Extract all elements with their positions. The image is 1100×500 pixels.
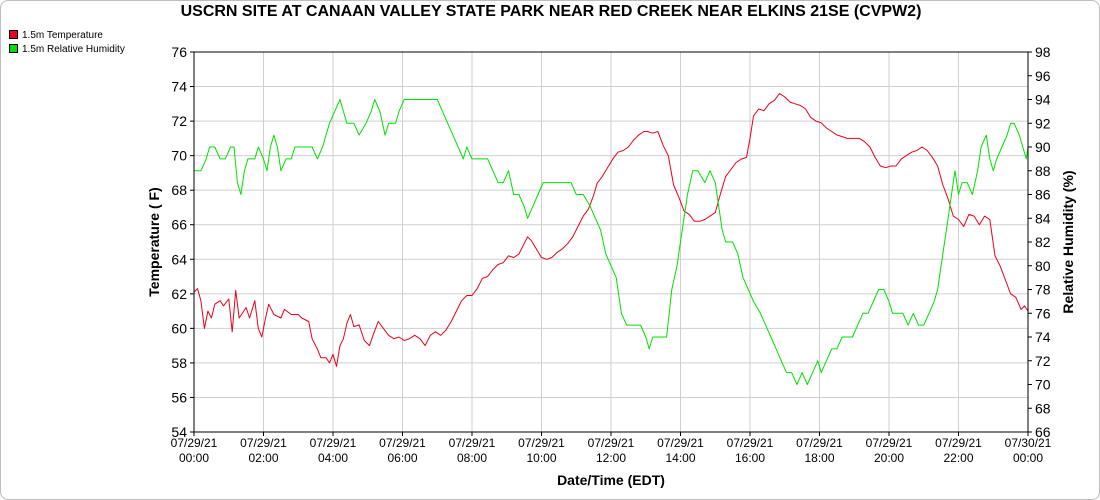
legend-item-temperature: 1.5m Temperature (9, 29, 125, 43)
legend-swatch-temperature (9, 29, 18, 39)
y-left-tick-label: 54 (171, 424, 187, 440)
y-right-tick-label: 92 (1035, 115, 1051, 131)
y-left-tick-label: 58 (171, 355, 187, 371)
y-right-tick-label: 88 (1035, 163, 1051, 179)
legend-label-temperature: 1.5m Temperature (22, 30, 103, 41)
x-tick-time: 20:00 (874, 451, 904, 465)
x-tick-time: 00:00 (1013, 451, 1043, 465)
x-tick-date: 07/29/21 (310, 436, 357, 450)
y-right-tick-label: 84 (1035, 210, 1051, 226)
axes: 07/29/2100:0007/29/2102:0007/29/2104:000… (171, 44, 1052, 465)
x-tick-time: 00:00 (179, 451, 209, 465)
legend-item-humidity: 1.5m Relative Humidity (9, 43, 125, 57)
y-right-tick-label: 94 (1035, 92, 1051, 108)
x-tick-time: 02:00 (248, 451, 278, 465)
x-tick-date: 07/29/21 (379, 436, 426, 450)
y-right-tick-label: 90 (1035, 139, 1051, 155)
x-tick-time: 06:00 (387, 451, 417, 465)
x-tick-time: 16:00 (735, 451, 765, 465)
y-right-tick-label: 98 (1035, 44, 1051, 60)
x-tick-date: 07/29/21 (449, 436, 496, 450)
y-left-tick-label: 60 (171, 320, 187, 336)
legend-label-humidity: 1.5m Relative Humidity (22, 44, 125, 55)
series-line-humidity (194, 99, 1029, 385)
gridlines (194, 52, 1028, 432)
y-right-tick-label: 68 (1035, 400, 1051, 416)
y-right-tick-label: 96 (1035, 68, 1051, 84)
y-axis-right-label: Relative Humidity (%) (1060, 170, 1076, 313)
y-left-tick-label: 72 (171, 113, 187, 129)
x-tick-date: 07/30/21 (1005, 436, 1052, 450)
y-right-tick-label: 86 (1035, 187, 1051, 203)
y-right-tick-label: 70 (1035, 377, 1051, 393)
x-tick-date: 07/29/21 (240, 436, 287, 450)
x-tick-date: 07/29/21 (866, 436, 913, 450)
y-right-tick-label: 66 (1035, 424, 1051, 440)
x-tick-date: 07/29/21 (518, 436, 565, 450)
y-right-tick-label: 72 (1035, 353, 1051, 369)
y-left-tick-label: 74 (171, 79, 187, 95)
y-left-tick-label: 62 (171, 286, 187, 302)
y-left-tick-label: 70 (171, 148, 187, 164)
y-right-tick-label: 76 (1035, 305, 1051, 321)
series-line-temperature (193, 93, 1029, 367)
x-tick-time: 18:00 (804, 451, 834, 465)
x-tick-time: 22:00 (943, 451, 973, 465)
y-left-tick-label: 56 (171, 389, 187, 405)
x-tick-time: 10:00 (526, 451, 556, 465)
y-left-tick-label: 66 (171, 217, 187, 233)
y-right-tick-label: 78 (1035, 282, 1051, 298)
x-tick-time: 08:00 (457, 451, 487, 465)
x-tick-date: 07/29/21 (727, 436, 774, 450)
x-tick-date: 07/29/21 (588, 436, 635, 450)
y-right-tick-label: 82 (1035, 234, 1051, 250)
x-tick-time: 12:00 (596, 451, 626, 465)
y-right-tick-label: 80 (1035, 258, 1051, 274)
y-left-tick-label: 68 (171, 182, 187, 198)
series-layer (193, 93, 1029, 385)
y-axis-left-label: Temperature ( F) (146, 187, 162, 296)
chart-title: USCRN SITE AT CANAAN VALLEY STATE PARK N… (180, 3, 922, 20)
legend: 1.5m Temperature 1.5m Relative Humidity (9, 29, 125, 57)
x-tick-time: 04:00 (318, 451, 348, 465)
x-tick-date: 07/29/21 (935, 436, 982, 450)
y-left-tick-label: 76 (171, 44, 187, 60)
x-tick-date: 07/29/21 (796, 436, 843, 450)
x-tick-time: 14:00 (665, 451, 695, 465)
x-axis-label: Date/Time (EDT) (557, 472, 665, 488)
x-tick-date: 07/29/21 (171, 436, 218, 450)
y-left-tick-label: 64 (171, 251, 187, 267)
x-tick-date: 07/29/21 (657, 436, 704, 450)
legend-swatch-humidity (9, 43, 18, 53)
y-right-tick-label: 74 (1035, 329, 1051, 345)
